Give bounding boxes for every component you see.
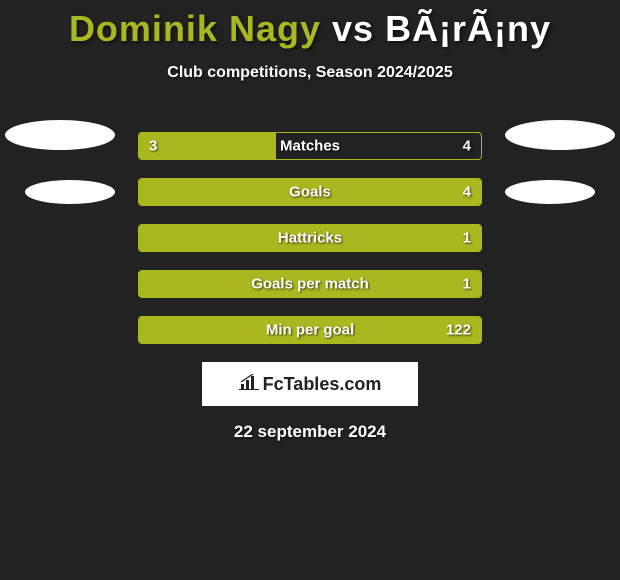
bar-left-value: 3 [149,138,157,155]
decor-ellipses-left [0,120,120,234]
player-right-name: BÃ¡rÃ¡ny [385,8,551,49]
decor-ellipse [5,120,115,150]
date-label: 22 september 2024 [0,422,620,442]
bar-right-value: 4 [463,138,471,155]
bar-right-value: 1 [463,276,471,293]
source-text: FcTables.com [263,374,382,395]
bar-label: Goals per match [251,276,369,293]
bar-label: Hattricks [278,230,342,247]
player-left-name: Dominik Nagy [69,8,321,49]
subtitle: Club competitions, Season 2024/2025 [0,64,620,82]
source-badge: FcTables.com [202,362,418,406]
decor-ellipses-right [500,120,620,234]
bar-row: Goals 4 [138,178,482,206]
bar-right-value: 1 [463,230,471,247]
bar-row: Hattricks 1 [138,224,482,252]
chart-icon [239,374,259,395]
bar-row: Min per goal 122 [138,316,482,344]
decor-ellipse [505,180,595,204]
page-title: Dominik Nagy vs BÃ¡rÃ¡ny [0,0,620,50]
bar-label: Matches [280,138,340,155]
bar-fill [139,133,276,159]
bar-row: Goals per match 1 [138,270,482,298]
bar-right-value: 122 [446,322,471,339]
decor-ellipse [505,120,615,150]
bar-right-value: 4 [463,184,471,201]
bar-label: Min per goal [266,322,354,339]
source-logo: FcTables.com [239,374,382,395]
decor-ellipse [25,180,115,204]
bar-label: Goals [289,184,331,201]
vs-label: vs [332,8,374,49]
comparison-bars: 3Matches4Goals4Hattricks1Goals per match… [138,132,482,344]
bar-row: 3 Matches 4 [138,132,482,160]
